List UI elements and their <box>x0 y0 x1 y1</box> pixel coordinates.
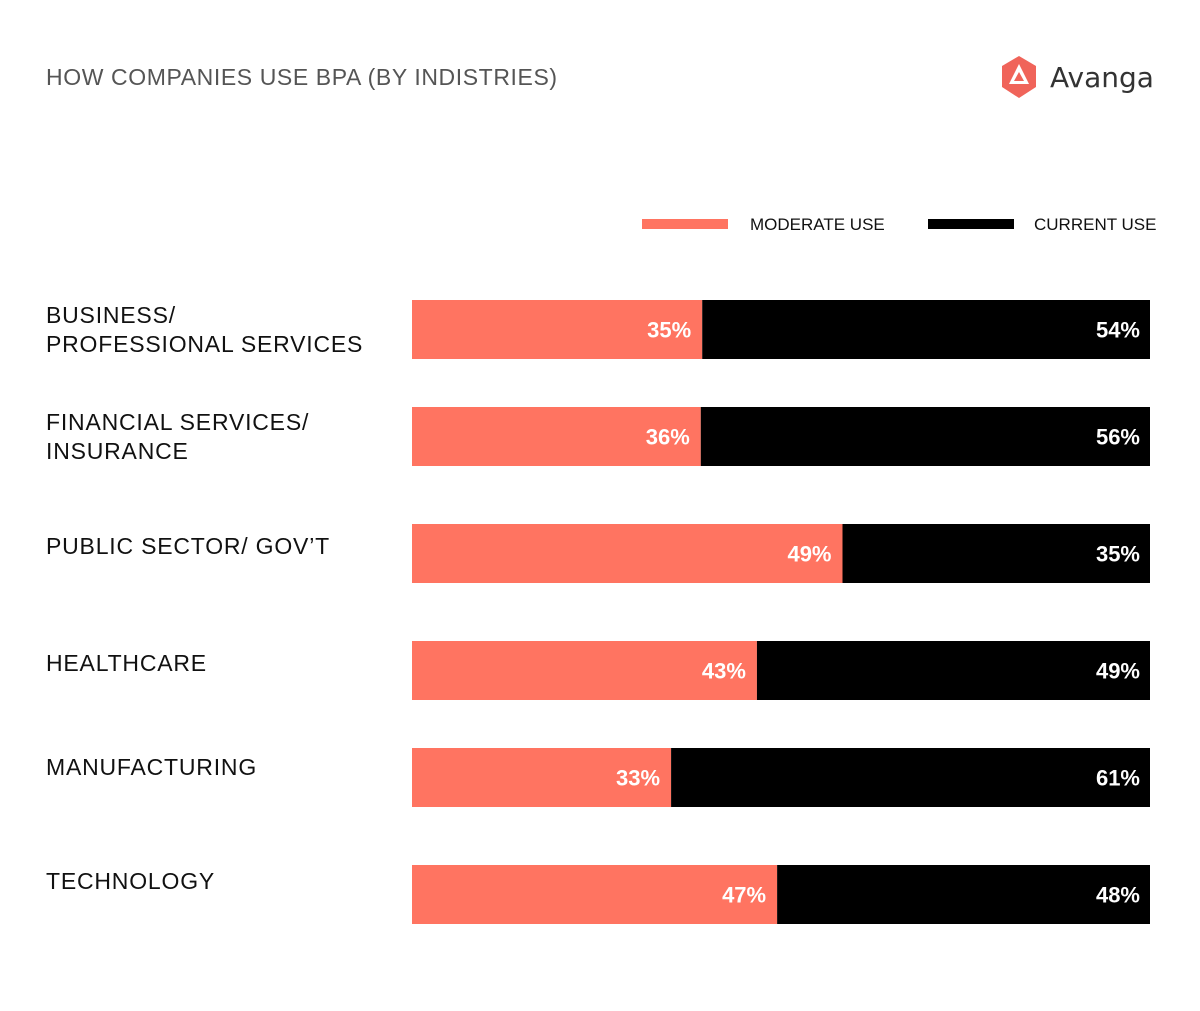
category-label: TECHNOLOGY <box>46 868 215 894</box>
category-labels: BUSINESS/PROFESSIONAL SERVICES FINANCIAL … <box>46 302 363 894</box>
bar-current-use <box>756 641 1150 700</box>
legend-label-current: CURRENT USE <box>1034 215 1156 234</box>
bar-moderate-use <box>412 524 843 583</box>
data-label-moderate: 49% <box>787 542 831 567</box>
bar-current-use <box>700 407 1150 466</box>
bar-moderate-use <box>412 641 757 700</box>
bar-current-use <box>702 300 1150 359</box>
category-label: PUBLIC SECTOR/ GOV’T <box>46 533 330 559</box>
data-label-current: 61% <box>1096 766 1140 791</box>
data-label-current: 54% <box>1096 318 1140 343</box>
category-label: PROFESSIONAL SERVICES <box>46 331 363 357</box>
category-label: BUSINESS/ <box>46 302 176 328</box>
chart-title: HOW COMPANIES USE BPA (BY INDISTRIES) <box>46 64 558 90</box>
brand-logo: Avanga <box>1002 56 1154 98</box>
data-label-current: 48% <box>1096 883 1140 908</box>
brand-name: Avanga <box>1050 61 1154 94</box>
category-label: MANUFACTURING <box>46 754 257 780</box>
legend: MODERATE USE CURRENT USE <box>642 215 1156 234</box>
bar-moderate-use <box>412 300 703 359</box>
category-label: HEALTHCARE <box>46 650 207 676</box>
data-label-current: 56% <box>1096 425 1140 450</box>
bar-moderate-use <box>412 865 778 924</box>
data-label-moderate: 43% <box>702 659 746 684</box>
data-label-current: 49% <box>1096 659 1140 684</box>
bar-current-use <box>777 865 1150 924</box>
bar-moderate-use <box>412 748 672 807</box>
category-label: FINANCIAL SERVICES/ <box>46 409 309 435</box>
category-label: INSURANCE <box>46 438 189 464</box>
data-label-moderate: 36% <box>646 425 690 450</box>
legend-label-moderate: MODERATE USE <box>750 215 885 234</box>
legend-swatch-current <box>928 219 1014 229</box>
bar-current-use <box>671 748 1150 807</box>
bars: 35% 54% 36% 56% 49% 35% 43% 49% 33% 61% 47% 48% <box>412 300 1150 924</box>
bar-moderate-use <box>412 407 701 466</box>
data-label-moderate: 47% <box>722 883 766 908</box>
bar-current-use <box>842 524 1150 583</box>
data-label-current: 35% <box>1096 542 1140 567</box>
data-label-moderate: 35% <box>647 318 691 343</box>
avanga-logo-icon <box>1002 56 1036 98</box>
data-label-moderate: 33% <box>616 766 660 791</box>
legend-swatch-moderate <box>642 219 728 229</box>
